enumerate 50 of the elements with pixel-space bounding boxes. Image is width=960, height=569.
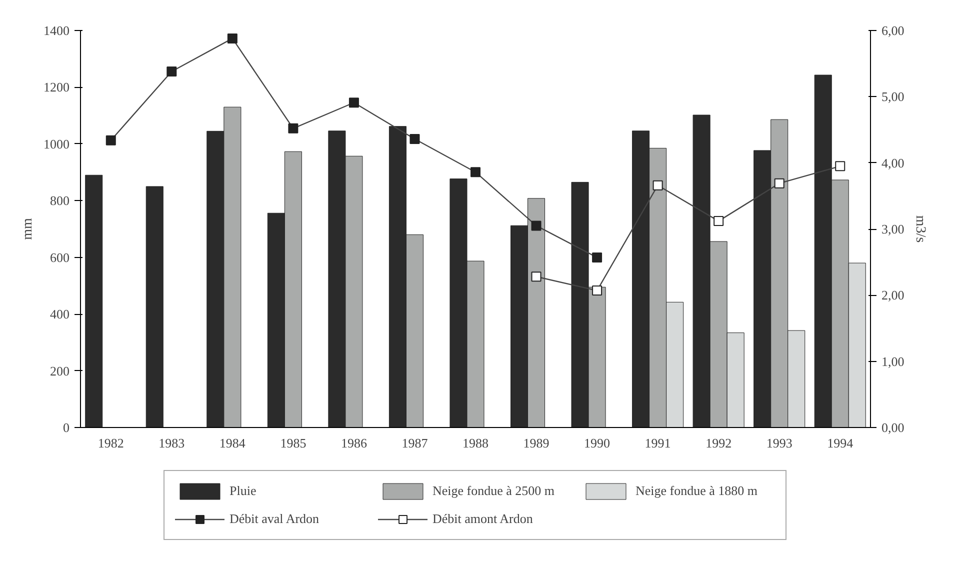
point [106, 135, 116, 146]
point [592, 286, 602, 296]
x-tick-label: 1989 [523, 436, 550, 450]
y2-tick-label: 3,00 [882, 222, 904, 236]
y-tick-label: 200 [50, 363, 70, 378]
y2-tick-label: 5,00 [882, 89, 904, 104]
x-tick-label: 1985 [280, 436, 306, 450]
x-tick-label: 1987 [402, 436, 428, 450]
y-tick-label: 1400 [44, 23, 70, 38]
y2-tick-label: 1,00 [882, 354, 904, 369]
point [774, 178, 784, 188]
y-tick-label: 1200 [44, 80, 70, 95]
y-tick-label: 600 [50, 250, 70, 265]
x-tick-label: 1983 [158, 436, 185, 450]
y-axis-title: mm [20, 218, 36, 240]
y2-tick-label: 6,00 [882, 23, 904, 38]
bar [85, 174, 103, 428]
y-tick-label: 800 [50, 193, 70, 208]
point [410, 134, 420, 144]
x-tick-label: 1982 [98, 436, 124, 450]
x-tick-label: 1986 [340, 436, 368, 450]
x-tick-label: 1992 [706, 436, 732, 450]
x-tick-label: 1990 [584, 436, 610, 450]
point [166, 66, 177, 77]
y2-axis-title: m3/s [912, 215, 928, 243]
bar [146, 186, 164, 428]
legend-label: Débit amont Ardon [432, 511, 534, 527]
point [288, 123, 298, 134]
y2-tick-label: 0,00 [882, 420, 904, 435]
point [652, 180, 663, 190]
x-tick-label: 1991 [644, 436, 671, 450]
point [470, 167, 480, 178]
x-tick-label: 1993 [766, 436, 792, 450]
point [592, 252, 602, 262]
y2-tick-label: 2,00 [882, 288, 904, 303]
legend-label: Neige fondue à 2500 m [432, 483, 556, 499]
point [227, 33, 238, 44]
y2-tick-label: 4,00 [882, 155, 904, 170]
point [531, 272, 542, 282]
x-tick-label: 1988 [462, 436, 488, 450]
x-tick-label: 1984 [219, 436, 246, 450]
y-tick-label: 0 [63, 420, 70, 435]
legend-label: Débit aval Ardon [230, 511, 320, 527]
y-tick-label: 1000 [44, 136, 70, 152]
y-tick-label: 400 [50, 306, 70, 322]
point [348, 98, 359, 108]
point [531, 220, 542, 231]
legend-label: Pluie [230, 483, 258, 499]
legend-label: Neige fondue à 1880 m [636, 483, 759, 499]
x-tick-label: 1994 [827, 436, 854, 450]
